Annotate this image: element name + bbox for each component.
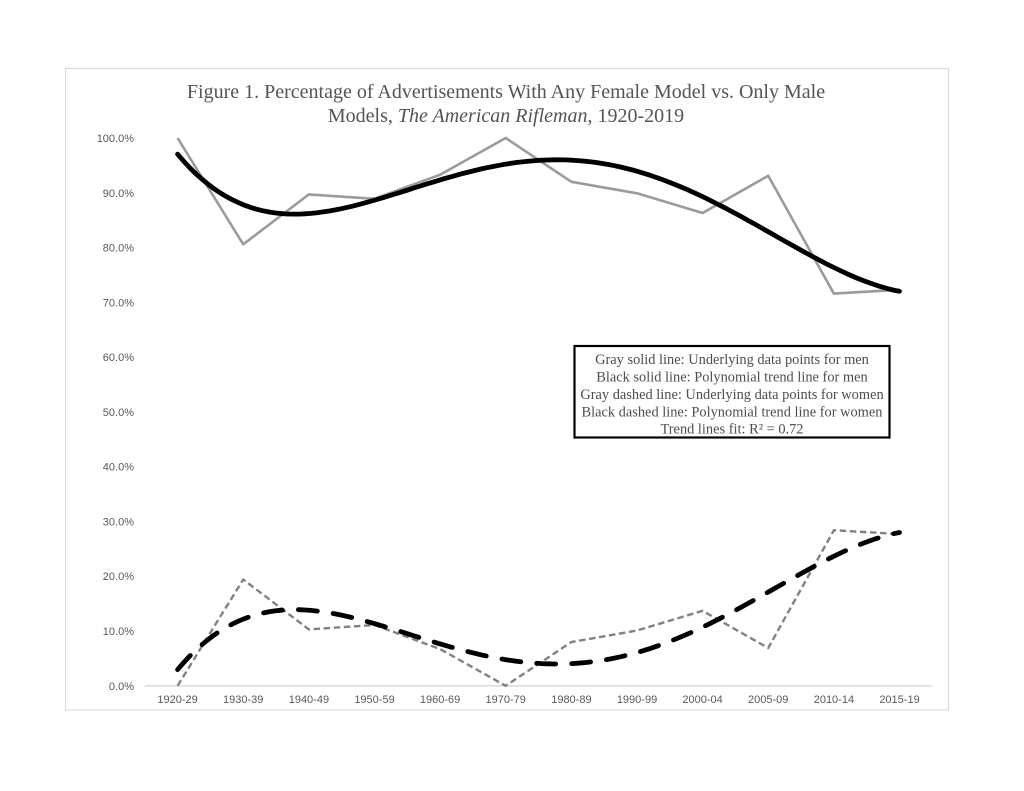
svg-text:Black dashed line: Polynomial: Black dashed line: Polynomial trend line…	[582, 405, 883, 421]
svg-text:Gray dashed line: Underlying d: Gray dashed line: Underlying data points…	[580, 387, 883, 403]
svg-text:Models, The American Rifleman,: Models, The American Rifleman, 1920-2019	[328, 105, 684, 127]
svg-text:1990-99: 1990-99	[617, 694, 657, 706]
svg-text:Figure 1. Percentage of Advert: Figure 1. Percentage of Advertisements W…	[187, 81, 825, 103]
svg-text:30.0%: 30.0%	[103, 517, 134, 529]
svg-text:1960-69: 1960-69	[420, 694, 460, 706]
svg-text:50.0%: 50.0%	[103, 407, 134, 419]
svg-text:90.0%: 90.0%	[103, 188, 134, 200]
svg-text:60.0%: 60.0%	[103, 352, 134, 364]
svg-text:Black solid line: Polynomial t: Black solid line: Polynomial trend line …	[596, 370, 867, 386]
svg-text:1950-59: 1950-59	[354, 694, 394, 706]
svg-text:Trend lines fit: R² = 0.72: Trend lines fit: R² = 0.72	[660, 422, 803, 438]
svg-text:Gray solid line: Underlying da: Gray solid line: Underlying data points …	[595, 352, 869, 368]
svg-text:100.0%: 100.0%	[97, 133, 135, 145]
svg-text:0.0%: 0.0%	[109, 681, 134, 693]
svg-text:1920-29: 1920-29	[157, 694, 197, 706]
svg-text:2010-14: 2010-14	[814, 694, 854, 706]
svg-text:1980-89: 1980-89	[551, 694, 591, 706]
svg-text:70.0%: 70.0%	[103, 297, 134, 309]
svg-text:2005-09: 2005-09	[748, 694, 788, 706]
svg-text:1940-49: 1940-49	[289, 694, 329, 706]
svg-text:20.0%: 20.0%	[103, 571, 134, 583]
svg-text:10.0%: 10.0%	[103, 626, 134, 638]
svg-text:2000-04: 2000-04	[682, 694, 722, 706]
svg-text:40.0%: 40.0%	[103, 462, 134, 474]
svg-text:1930-39: 1930-39	[223, 694, 263, 706]
svg-text:2015-19: 2015-19	[879, 694, 919, 706]
svg-text:1970-79: 1970-79	[486, 694, 526, 706]
svg-text:80.0%: 80.0%	[103, 243, 134, 255]
